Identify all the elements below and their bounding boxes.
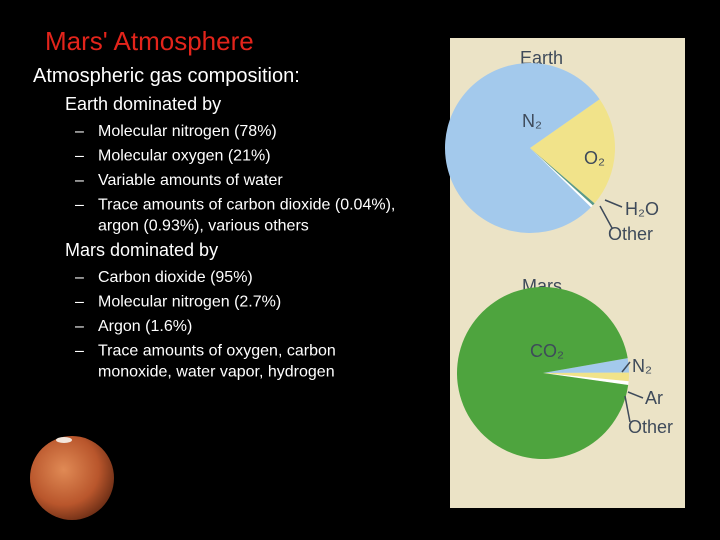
mars-photo	[30, 436, 114, 520]
polar-cap	[56, 437, 72, 443]
pie-slice	[530, 99, 615, 204]
section-label: Mars dominated by	[65, 240, 218, 260]
leader-line	[599, 205, 613, 229]
pie-slice	[543, 373, 629, 385]
bullet-dash: –	[75, 343, 84, 360]
bullet-dash: –	[75, 172, 84, 189]
bullet-text: Carbon dioxide (95%)	[98, 269, 253, 286]
bullet-text: argon (0.93%), various others	[98, 218, 309, 235]
bullet-text: Variable amounts of water	[98, 172, 283, 189]
leader-line	[627, 391, 644, 399]
bullet-text: Molecular nitrogen (2.7%)	[98, 294, 281, 311]
slide-title: Mars' Atmosphere	[45, 26, 254, 56]
section-label: Earth dominated by	[65, 94, 221, 114]
bullet-text: Molecular oxygen (21%)	[98, 148, 271, 165]
pie-slice	[530, 148, 595, 206]
bullet-dash: –	[75, 294, 84, 311]
pie-slice	[530, 148, 593, 208]
pie-slice	[543, 372, 629, 382]
bullet-text: Trace amounts of oxygen, carbon	[98, 343, 336, 360]
pie-label: N₂	[632, 356, 652, 376]
bullet-text: monoxide, water vapor, hydrogen	[98, 364, 335, 381]
heading: Atmospheric gas composition:	[33, 65, 300, 87]
bullet-dash: –	[75, 318, 84, 335]
pie-slice	[543, 358, 629, 373]
pie-slice	[456, 286, 629, 459]
pie-title: Earth	[520, 48, 563, 68]
pie-label: N₂	[522, 111, 542, 131]
bullet-dash: –	[75, 197, 84, 214]
leader-line	[604, 199, 623, 208]
pie-label: Ar	[645, 388, 663, 408]
pie-label: Other	[628, 417, 673, 437]
bullet-text: Argon (1.6%)	[98, 318, 192, 335]
bullet-text: Molecular nitrogen (78%)	[98, 123, 277, 140]
bullet-dash: –	[75, 123, 84, 140]
leader-line	[624, 395, 631, 423]
pie-label: H₂O	[625, 199, 659, 219]
pie-label: Other	[608, 224, 653, 244]
bullet-text: Trace amounts of carbon dioxide (0.04%),	[98, 197, 395, 214]
bullet-dash: –	[75, 269, 84, 286]
bullet-dash: –	[75, 148, 84, 165]
pie-label: CO₂	[530, 341, 564, 361]
leader-line	[621, 361, 631, 373]
pie-slice	[445, 62, 600, 233]
pie-label: O₂	[584, 148, 605, 168]
